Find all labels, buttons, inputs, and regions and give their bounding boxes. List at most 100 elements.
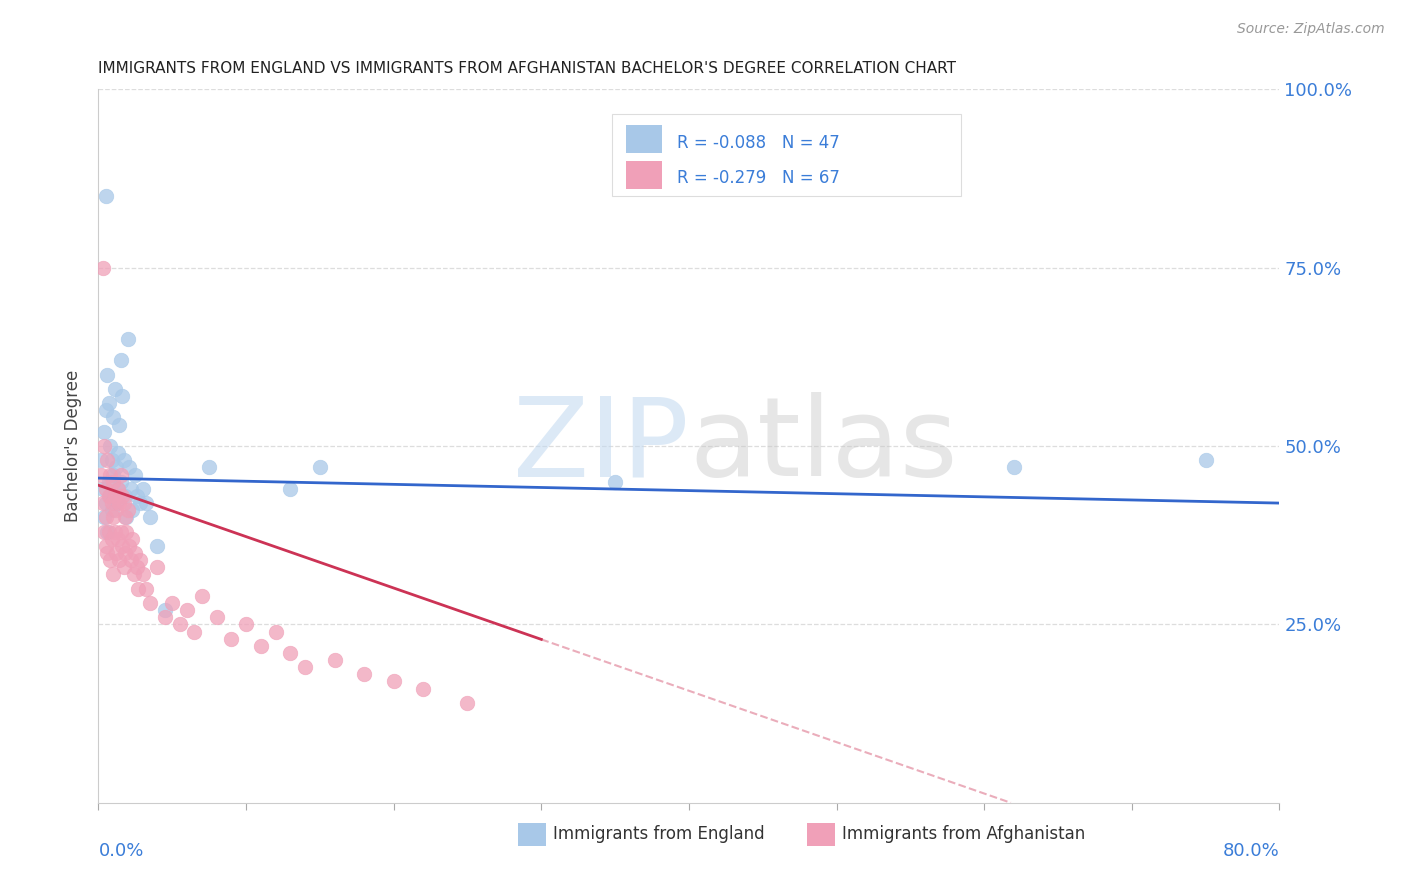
Point (353, 667, 375, 681)
Point (118, 539, 141, 553)
Point (107, 482, 129, 496)
Point (139, 510, 162, 524)
Point (146, 539, 169, 553)
Point (94, 482, 117, 496)
Point (115, 510, 138, 524)
Point (382, 674, 405, 689)
Point (124, 467, 146, 482)
Point (135, 496, 157, 510)
Point (112, 560, 135, 574)
Point (94, 539, 117, 553)
Point (105, 503, 128, 517)
Point (104, 382, 127, 396)
Point (127, 582, 149, 596)
Point (278, 646, 302, 660)
Text: ZIP: ZIP (513, 392, 689, 500)
Point (121, 532, 143, 546)
Point (108, 553, 131, 567)
Point (100, 503, 122, 517)
Point (112, 496, 135, 510)
Text: Immigrants from Afghanistan: Immigrants from Afghanistan (842, 825, 1085, 843)
Point (120, 482, 142, 496)
Point (294, 660, 316, 674)
FancyBboxPatch shape (626, 161, 662, 189)
Point (198, 460, 221, 475)
Point (100, 496, 122, 510)
Y-axis label: Bachelor's Degree: Bachelor's Degree (65, 370, 83, 522)
Point (108, 496, 131, 510)
Point (132, 482, 155, 496)
Point (108, 417, 131, 432)
Point (97, 489, 120, 503)
Point (139, 596, 162, 610)
Point (97, 475, 120, 489)
Point (132, 567, 155, 582)
FancyBboxPatch shape (807, 822, 835, 846)
Point (96, 368, 118, 382)
Point (121, 503, 143, 517)
Point (323, 653, 346, 667)
Point (605, 475, 627, 489)
Point (97, 396, 120, 410)
Point (91, 496, 114, 510)
Point (91, 482, 114, 496)
Point (98, 467, 121, 482)
Point (103, 467, 125, 482)
FancyBboxPatch shape (626, 125, 662, 153)
Point (96, 546, 118, 560)
Point (205, 610, 228, 624)
Point (456, 696, 478, 710)
Point (125, 489, 148, 503)
Point (90, 467, 112, 482)
Point (96, 453, 118, 467)
Point (162, 596, 183, 610)
Point (93, 524, 115, 539)
Text: Immigrants from England: Immigrants from England (553, 825, 765, 843)
Point (1195, 453, 1218, 467)
Text: 0.0%: 0.0% (98, 842, 143, 860)
Point (1002, 460, 1025, 475)
Point (105, 460, 128, 475)
Point (128, 553, 150, 567)
Point (128, 496, 150, 510)
Point (125, 560, 148, 574)
Text: 80.0%: 80.0% (1223, 842, 1279, 860)
Point (169, 617, 191, 632)
Point (94, 403, 117, 417)
Point (114, 510, 136, 524)
Point (104, 489, 127, 503)
Point (135, 582, 157, 596)
Point (183, 624, 205, 639)
Point (103, 510, 125, 524)
Point (97, 524, 120, 539)
Point (153, 603, 176, 617)
Point (111, 389, 134, 403)
FancyBboxPatch shape (612, 114, 960, 196)
Point (110, 524, 132, 539)
Point (98, 489, 121, 503)
Text: IMMIGRANTS FROM ENGLAND VS IMMIGRANTS FROM AFGHANISTAN BACHELOR'S DEGREE CORRELA: IMMIGRANTS FROM ENGLAND VS IMMIGRANTS FR… (98, 61, 956, 76)
Point (278, 482, 302, 496)
Point (191, 589, 214, 603)
Point (103, 567, 125, 582)
Point (120, 553, 142, 567)
Point (112, 453, 135, 467)
Point (146, 560, 169, 574)
Point (110, 467, 132, 482)
Point (90, 453, 112, 467)
Point (235, 617, 257, 632)
Point (115, 524, 138, 539)
Point (93, 439, 115, 453)
Point (250, 639, 273, 653)
Point (117, 503, 139, 517)
Point (114, 546, 136, 560)
Point (104, 524, 127, 539)
Point (100, 532, 122, 546)
Point (94, 189, 117, 203)
Point (107, 482, 129, 496)
Point (124, 546, 146, 560)
Point (105, 496, 128, 510)
Point (91, 260, 114, 275)
Point (96, 524, 118, 539)
Point (412, 681, 434, 696)
